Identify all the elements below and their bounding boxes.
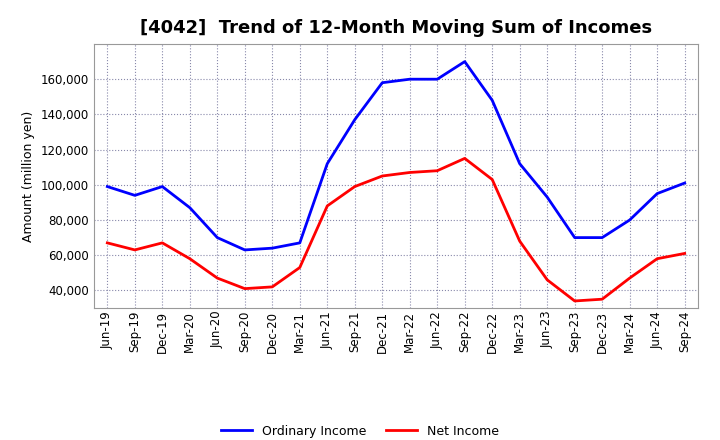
Net Income (103, 240, 112, 246)
Ordinary Income (130, 193, 139, 198)
Net Income (570, 298, 579, 304)
Net Income (213, 275, 222, 281)
Ordinary Income (351, 117, 359, 122)
Net Income (240, 286, 249, 291)
Net Income (268, 284, 276, 290)
Net Income (626, 275, 634, 281)
Legend: Ordinary Income, Net Income: Ordinary Income, Net Income (216, 420, 504, 440)
Ordinary Income (488, 98, 497, 103)
Ordinary Income (158, 184, 166, 189)
Ordinary Income (460, 59, 469, 64)
Net Income (405, 170, 414, 175)
Title: [4042]  Trend of 12-Month Moving Sum of Incomes: [4042] Trend of 12-Month Moving Sum of I… (140, 19, 652, 37)
Ordinary Income (268, 246, 276, 251)
Ordinary Income (570, 235, 579, 240)
Ordinary Income (323, 161, 332, 166)
Ordinary Income (240, 247, 249, 253)
Ordinary Income (405, 77, 414, 82)
Line: Net Income: Net Income (107, 158, 685, 301)
Ordinary Income (543, 194, 552, 200)
Ordinary Income (433, 77, 441, 82)
Net Income (516, 238, 524, 244)
Ordinary Income (213, 235, 222, 240)
Ordinary Income (295, 240, 304, 246)
Net Income (130, 247, 139, 253)
Net Income (323, 203, 332, 209)
Net Income (680, 251, 689, 256)
Ordinary Income (653, 191, 662, 196)
Net Income (488, 177, 497, 182)
Ordinary Income (103, 184, 112, 189)
Net Income (351, 184, 359, 189)
Ordinary Income (598, 235, 606, 240)
Net Income (295, 265, 304, 270)
Net Income (543, 277, 552, 282)
Y-axis label: Amount (million yen): Amount (million yen) (22, 110, 35, 242)
Net Income (653, 256, 662, 261)
Ordinary Income (626, 217, 634, 223)
Net Income (378, 173, 387, 179)
Ordinary Income (186, 205, 194, 210)
Ordinary Income (378, 80, 387, 85)
Net Income (158, 240, 166, 246)
Line: Ordinary Income: Ordinary Income (107, 62, 685, 250)
Ordinary Income (516, 161, 524, 166)
Net Income (460, 156, 469, 161)
Ordinary Income (680, 180, 689, 186)
Net Income (186, 256, 194, 261)
Net Income (433, 168, 441, 173)
Net Income (598, 297, 606, 302)
